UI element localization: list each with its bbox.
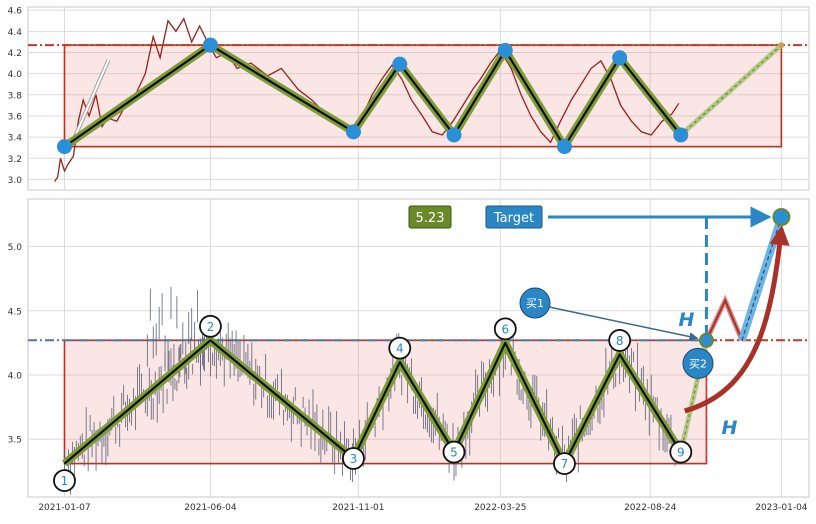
bottom-y-tick-label: 4.5 xyxy=(8,307,22,317)
target-label: Target xyxy=(493,211,534,226)
top-pivot-marker xyxy=(556,139,572,155)
bottom-x-tick-label: 2022-08-24 xyxy=(624,503,677,513)
pivot-circle-7 xyxy=(553,452,576,476)
target-label-box xyxy=(485,205,543,229)
height-label-upper: H xyxy=(678,309,694,331)
pivot-label-3: 3 xyxy=(350,452,358,466)
top-y-tick-label: 3.0 xyxy=(8,176,23,186)
top-panel: 3.0 3.2 3.4 3.6 3.8 4.0 4.2 4.4 4.6 xyxy=(8,6,810,191)
breakout-marker xyxy=(698,332,714,348)
top-pivot-marker xyxy=(673,127,689,143)
top-pivot-marker xyxy=(56,139,72,155)
top-trend-hint-arrow-inner xyxy=(71,59,110,143)
bottom-x-tick-label: 2023-01-04 xyxy=(755,503,808,513)
top-pivot-marker xyxy=(345,124,361,140)
height-label-lower: H xyxy=(721,417,737,439)
top-plot-frame xyxy=(27,6,810,191)
top-projection-line xyxy=(680,44,782,136)
target-value-box xyxy=(408,205,452,229)
bottom-y-tick-label: 3.5 xyxy=(8,436,22,446)
bottom-range-rectangle xyxy=(63,339,708,465)
pivot-circle-6 xyxy=(493,317,517,341)
pivot-label-1: 1 xyxy=(61,474,69,488)
top-pivot-marker xyxy=(202,37,218,53)
top-pivot-marker xyxy=(392,56,408,72)
top-pivot-marker xyxy=(497,42,513,58)
pivot-circle-3 xyxy=(342,447,365,470)
top-y-tick-label: 3.4 xyxy=(8,134,23,144)
buy1-marker xyxy=(519,287,551,319)
pivot-label-6: 6 xyxy=(501,322,509,336)
bottom-y-tick-label: 4.0 xyxy=(8,371,23,381)
buy1-label: 买1 xyxy=(526,297,544,310)
pivot-circle-1 xyxy=(53,469,76,493)
top-y-tick-label: 3.8 xyxy=(8,91,23,101)
top-projection-end xyxy=(778,42,785,49)
buy1-pointer xyxy=(548,306,699,342)
top-pivot-marker xyxy=(446,127,462,143)
pivot-circle-8 xyxy=(608,329,632,352)
bottom-x-tick-label: 2022-03-25 xyxy=(474,503,526,513)
pivot-label-9: 9 xyxy=(677,446,685,460)
top-y-tick-label: 3.2 xyxy=(8,155,22,165)
buy2-label: 买2 xyxy=(689,357,707,370)
pivot-label-2: 2 xyxy=(207,320,215,334)
bottom-x-tick-label: 2021-01-07 xyxy=(38,503,90,513)
pivot-circle-2 xyxy=(199,314,222,338)
pivot-label-5: 5 xyxy=(450,446,458,460)
top-y-tick-label: 3.6 xyxy=(8,112,23,122)
bottom-x-tick-label: 2021-11-01 xyxy=(332,503,384,513)
top-pivot-marker xyxy=(612,50,628,66)
top-y-tick-label: 4.0 xyxy=(8,70,23,80)
bottom-x-tick-label: 2021-06-04 xyxy=(184,503,237,513)
pivot-circle-4 xyxy=(388,336,412,360)
breakout-leg-line xyxy=(680,340,708,453)
top-y-tick-label: 4.2 xyxy=(8,49,22,59)
target-marker xyxy=(772,207,791,226)
pivot-circle-5 xyxy=(442,440,466,464)
target-curve-arrow xyxy=(684,225,790,414)
pullback-line xyxy=(705,298,743,341)
pivot-label-4: 4 xyxy=(396,342,404,356)
pivot-label-8: 8 xyxy=(616,334,624,348)
buy2-marker xyxy=(682,347,714,379)
target-value-label: 5.23 xyxy=(416,211,445,226)
pivot-circle-9 xyxy=(669,440,693,464)
top-y-tick-label: 4.6 xyxy=(8,7,23,17)
pivot-label-7: 7 xyxy=(561,457,569,471)
bottom-panel: 3.5 4.0 4.5 5.0 2021-01-07 2021-06-04 2021-11-… xyxy=(8,198,810,513)
top-y-tick-label: 4.4 xyxy=(8,28,23,38)
bottom-y-tick-label: 5.0 xyxy=(8,243,23,253)
